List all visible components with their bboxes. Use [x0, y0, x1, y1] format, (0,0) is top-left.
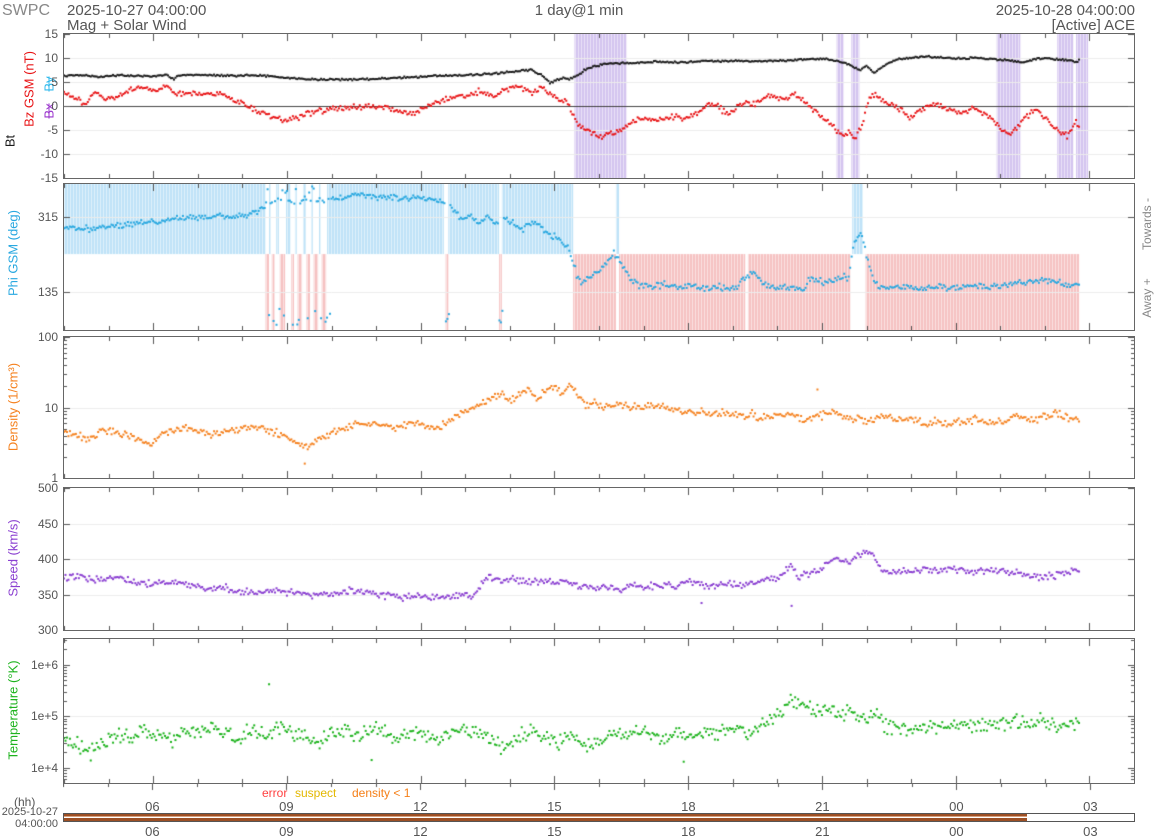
x-tick-label: 15	[547, 799, 562, 814]
bottom-axis-ticks	[63, 784, 1135, 792]
temperature-plot[interactable]	[64, 639, 1134, 783]
x-tick-label: 18	[681, 799, 696, 814]
y-tick-label: 10	[44, 51, 58, 65]
y-tick-label: 315	[37, 209, 58, 224]
data-availability-box	[63, 813, 1135, 822]
footer-start-date: 2025-10-27	[1, 806, 58, 818]
swpc-logo[interactable]: SWPC	[2, 2, 50, 19]
panel-temperature	[63, 638, 1135, 784]
plot-resolution: 1 day@1 min	[534, 2, 624, 19]
x-tick-label: 00	[949, 824, 964, 838]
y-tick-label: -10	[40, 147, 58, 161]
plot-start-time: 2025-10-27 04:00:00	[67, 2, 207, 19]
y-tick-label: 450	[37, 516, 58, 531]
density-plot[interactable]	[64, 337, 1134, 478]
y-tick-label: -5	[47, 123, 58, 137]
y-tick-label: 1e+4	[30, 760, 58, 775]
x-tick-label: 00	[949, 799, 964, 814]
x-tick-label: 03	[1083, 799, 1098, 814]
phi-gsm-plot[interactable]	[64, 184, 1134, 330]
x-tick-label: 09	[279, 824, 294, 838]
x-tick-label: 15	[547, 824, 562, 838]
panel-phi-gsm	[63, 183, 1135, 331]
y-tick-label: 15	[44, 27, 58, 41]
y-tick-label: 1e+6	[30, 657, 58, 672]
y-tick-label: 135	[37, 284, 58, 299]
x-tick-label: 12	[413, 799, 428, 814]
towards-sector-label: Towards -	[1140, 197, 1154, 251]
x-tick-label: 09	[279, 799, 294, 814]
x-tick-label: 18	[681, 824, 696, 838]
panel-magnetic-field	[63, 33, 1135, 179]
x-tick-label: 06	[145, 824, 160, 838]
hour-axis-unit: (hh)	[14, 795, 36, 809]
data-availability-bar	[64, 814, 1027, 821]
speed-plot[interactable]	[64, 488, 1134, 630]
x-tick-label: 21	[815, 799, 830, 814]
y-tick-label: 350	[37, 587, 58, 602]
y-tick-label: 0	[51, 99, 58, 113]
y-tick-label: 300	[37, 623, 58, 637]
away-sector-label: Away +	[1140, 278, 1154, 318]
legend-density-lt-1: density < 1	[352, 786, 411, 800]
panel-density	[63, 336, 1135, 479]
x-tick-label: 12	[413, 824, 428, 838]
x-tick-label: 06	[145, 799, 160, 814]
legend-error: error	[262, 786, 288, 800]
legend-suspect: suspect	[295, 786, 337, 800]
y-tick-label: 10	[44, 400, 58, 415]
y-tick-label: 100	[37, 330, 58, 344]
footer-start-time: 04:00:00	[15, 818, 58, 830]
plot-title: Mag + Solar Wind	[67, 17, 187, 34]
y-tick-label: 500	[37, 481, 58, 495]
plot-end-time: 2025-10-28 04:00:00	[995, 2, 1135, 19]
magnetic-field-plot[interactable]	[64, 34, 1134, 178]
y-tick-label: 5	[51, 75, 58, 89]
y-tick-label: 1	[51, 471, 58, 485]
satellite-status: [Active] ACE	[1051, 17, 1135, 34]
y-tick-label: 400	[37, 552, 58, 566]
x-tick-label: 03	[1083, 824, 1098, 838]
y-tick-label: -15	[40, 171, 58, 185]
x-tick-label: 21	[815, 824, 830, 838]
y-tick-label: 1e+5	[30, 709, 58, 724]
panel-speed	[63, 487, 1135, 631]
